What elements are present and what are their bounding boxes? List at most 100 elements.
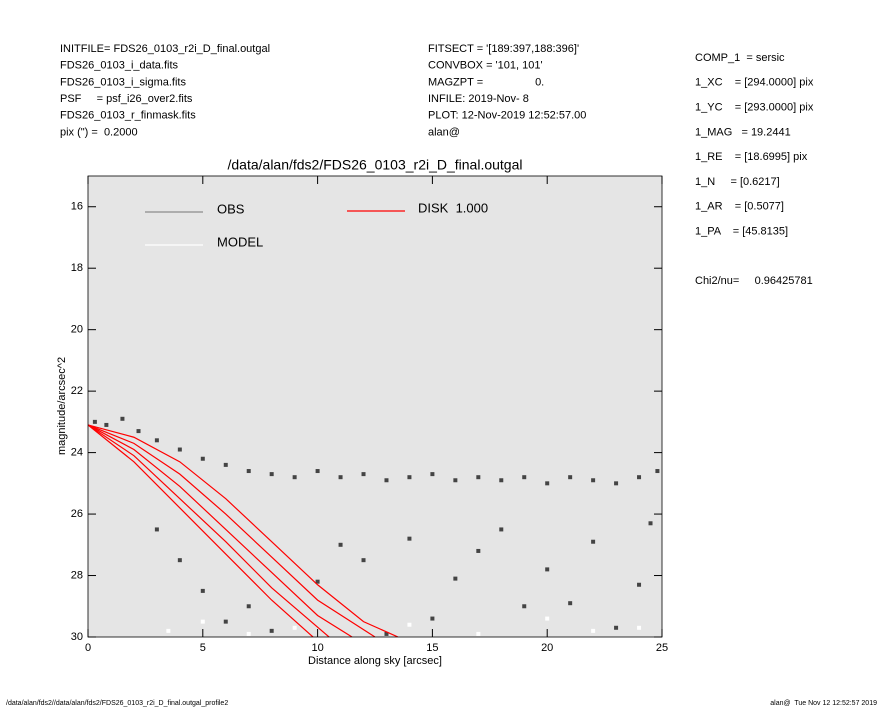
chi2: Chi2/nu= 0.96425781 [695,275,813,287]
header-right-line: 1_YC = [293.0000] pix [695,102,814,114]
data-point [407,622,412,627]
data-point [177,447,182,452]
x-tick-label: 15 [426,642,438,654]
data-point [154,438,159,443]
data-point [177,558,182,563]
data-point [637,582,642,587]
data-point [338,542,343,547]
data-point [407,536,412,541]
data-point [591,539,596,544]
data-point [223,619,228,624]
y-axis-label: magnitude/arcsec^2 [56,357,68,455]
plot-background [88,176,662,637]
data-point [522,604,527,609]
header-left-line: pix (") = 0.2000 [60,126,138,138]
x-axis-label: Distance along sky [arcsec] [308,655,442,667]
data-point [591,628,596,633]
data-point [154,527,159,532]
data-point [246,631,251,636]
data-point [200,619,205,624]
data-point [545,567,550,572]
header-right-line: 1_XC = [294.0000] pix [695,77,814,89]
x-tick-label: 20 [541,642,553,654]
data-point [499,527,504,532]
data-point [361,558,366,563]
data-point [92,419,97,424]
data-point [568,601,573,606]
header-left-line: INITFILE= FDS26_0103_r2i_D_final.outgal [60,43,270,55]
data-point [614,481,619,486]
y-tick-label: 30 [71,631,83,643]
header-middle-line: MAGZPT = 0. [428,76,544,88]
data-point [407,475,412,480]
data-point [591,478,596,483]
header-left-line: FDS26_0103_i_sigma.fits [60,76,186,88]
footer-right: alan@ Tue Nov 12 12:52:57 2019 [770,700,877,707]
y-tick-label: 28 [71,569,83,581]
header-right-line: 1_AR = [0.5077] [695,201,784,213]
data-point [568,475,573,480]
data-point [384,631,389,636]
plot-frame [87,175,663,638]
data-point [136,429,141,434]
legend-label: MODEL [217,234,263,249]
header-middle-line: FITSECT = '[189:397,188:396]' [428,43,579,55]
header-middle-line: INFILE: 2019-Nov- 8 [428,93,529,105]
header-right-line: 1_PA = [45.8135] [695,226,788,238]
model-curve [88,424,376,637]
data-point [338,475,343,480]
data-point [614,625,619,630]
y-tick-label: 16 [71,201,83,213]
data-point [476,631,481,636]
data-point [648,521,653,526]
data-point [384,478,389,483]
data-point [499,478,504,483]
model-curve [88,424,330,637]
data-point [166,628,171,633]
y-tick-label: 18 [71,262,83,274]
data-point [476,548,481,553]
header-left-line: FDS26_0103_r_finmask.fits [60,110,196,122]
data-point [453,478,458,483]
footer-left: /data/alan/fds2//data/alan/fds2/FDS26_01… [6,700,228,707]
x-tick-label: 10 [311,642,323,654]
data-point [104,422,109,427]
header-middle-line: alan@ [428,126,460,138]
data-point [269,628,274,633]
data-point [453,576,458,581]
data-point [522,475,527,480]
header-middle-line: PLOT: 12-Nov-2019 12:52:57.00 [428,110,586,122]
y-tick-label: 22 [71,385,83,397]
data-point [246,604,251,609]
data-point [120,416,125,421]
header-right-line: 1_N = [0.6217] [695,176,780,188]
header-right-line: 1_RE = [18.6995] pix [695,151,808,163]
x-tick-label: 25 [656,642,668,654]
x-tick-label: 5 [200,642,206,654]
header-right-line: COMP_1 = sersic [695,52,785,64]
model-curve [88,424,353,637]
data-point [200,588,205,593]
data-point [246,469,251,474]
model-curve [88,424,399,637]
data-point [200,456,205,461]
data-point [361,472,366,477]
header-right-line: 1_MAG = 19.2441 [695,126,791,138]
data-point [637,475,642,480]
data-point [545,481,550,486]
data-point [315,469,320,474]
data-point [223,462,228,467]
chart-title: /data/alan/fds2/FDS26_0103_r2i_D_final.o… [228,157,523,173]
data-point [292,475,297,480]
model-curve [88,424,314,637]
data-point [269,472,274,477]
data-point [545,616,550,621]
x-tick-label: 0 [85,642,91,654]
data-point [637,625,642,630]
header-left-line: PSF = psf_i26_over2.fits [60,93,193,105]
data-point [315,579,320,584]
data-point [476,475,481,480]
plot-layer [88,416,660,637]
header-left-line: FDS26_0103_i_data.fits [60,60,179,72]
